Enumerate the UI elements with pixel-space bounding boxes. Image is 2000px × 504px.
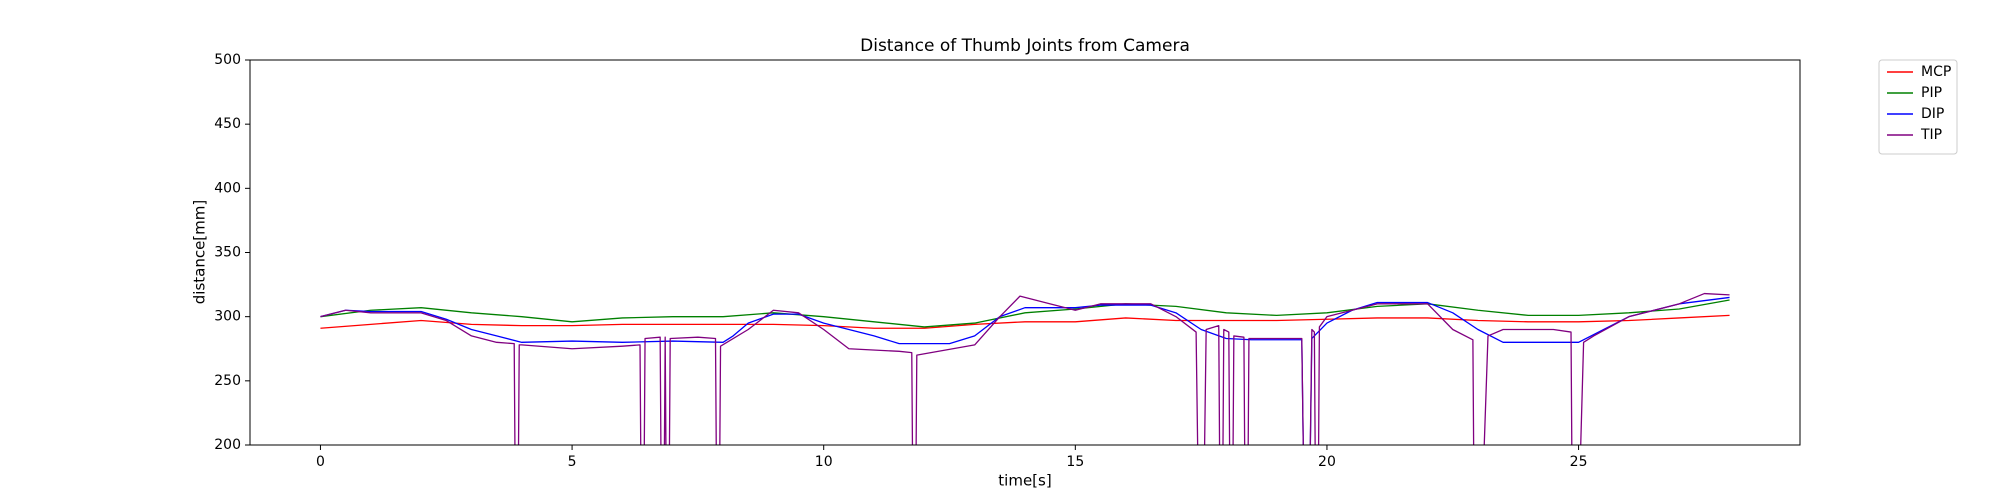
chart-title: Distance of Thumb Joints from Camera xyxy=(860,36,1190,56)
x-tick-label: 15 xyxy=(1066,454,1084,470)
y-tick-label: 300 xyxy=(214,309,241,325)
x-tick-label: 10 xyxy=(815,454,833,470)
y-axis-label: distance[mm] xyxy=(191,200,209,305)
x-tick-label: 0 xyxy=(316,454,325,470)
x-tick-label: 20 xyxy=(1318,454,1336,470)
x-axis-label: time[s] xyxy=(998,472,1051,490)
legend-label: MCP xyxy=(1921,64,1951,80)
y-tick-label: 500 xyxy=(214,52,241,68)
axes-frame xyxy=(249,59,1801,446)
legend-label: PIP xyxy=(1921,85,1942,101)
y-tick-label: 250 xyxy=(214,373,241,389)
plot-area xyxy=(320,292,1730,445)
series-line xyxy=(320,314,1730,329)
y-tick-label: 200 xyxy=(214,437,241,453)
series-line xyxy=(320,299,1730,328)
series-line xyxy=(320,292,1730,445)
series-line xyxy=(320,296,1730,445)
legend-box xyxy=(1878,59,1958,155)
x-tick-label: 25 xyxy=(1570,454,1588,470)
y-tick-label: 400 xyxy=(214,180,241,196)
y-tick-label: 350 xyxy=(214,245,241,261)
legend-label: DIP xyxy=(1921,106,1944,122)
x-tick-label: 5 xyxy=(568,454,577,470)
y-tick-label: 450 xyxy=(214,116,241,132)
legend-label: TIP xyxy=(1920,127,1942,143)
